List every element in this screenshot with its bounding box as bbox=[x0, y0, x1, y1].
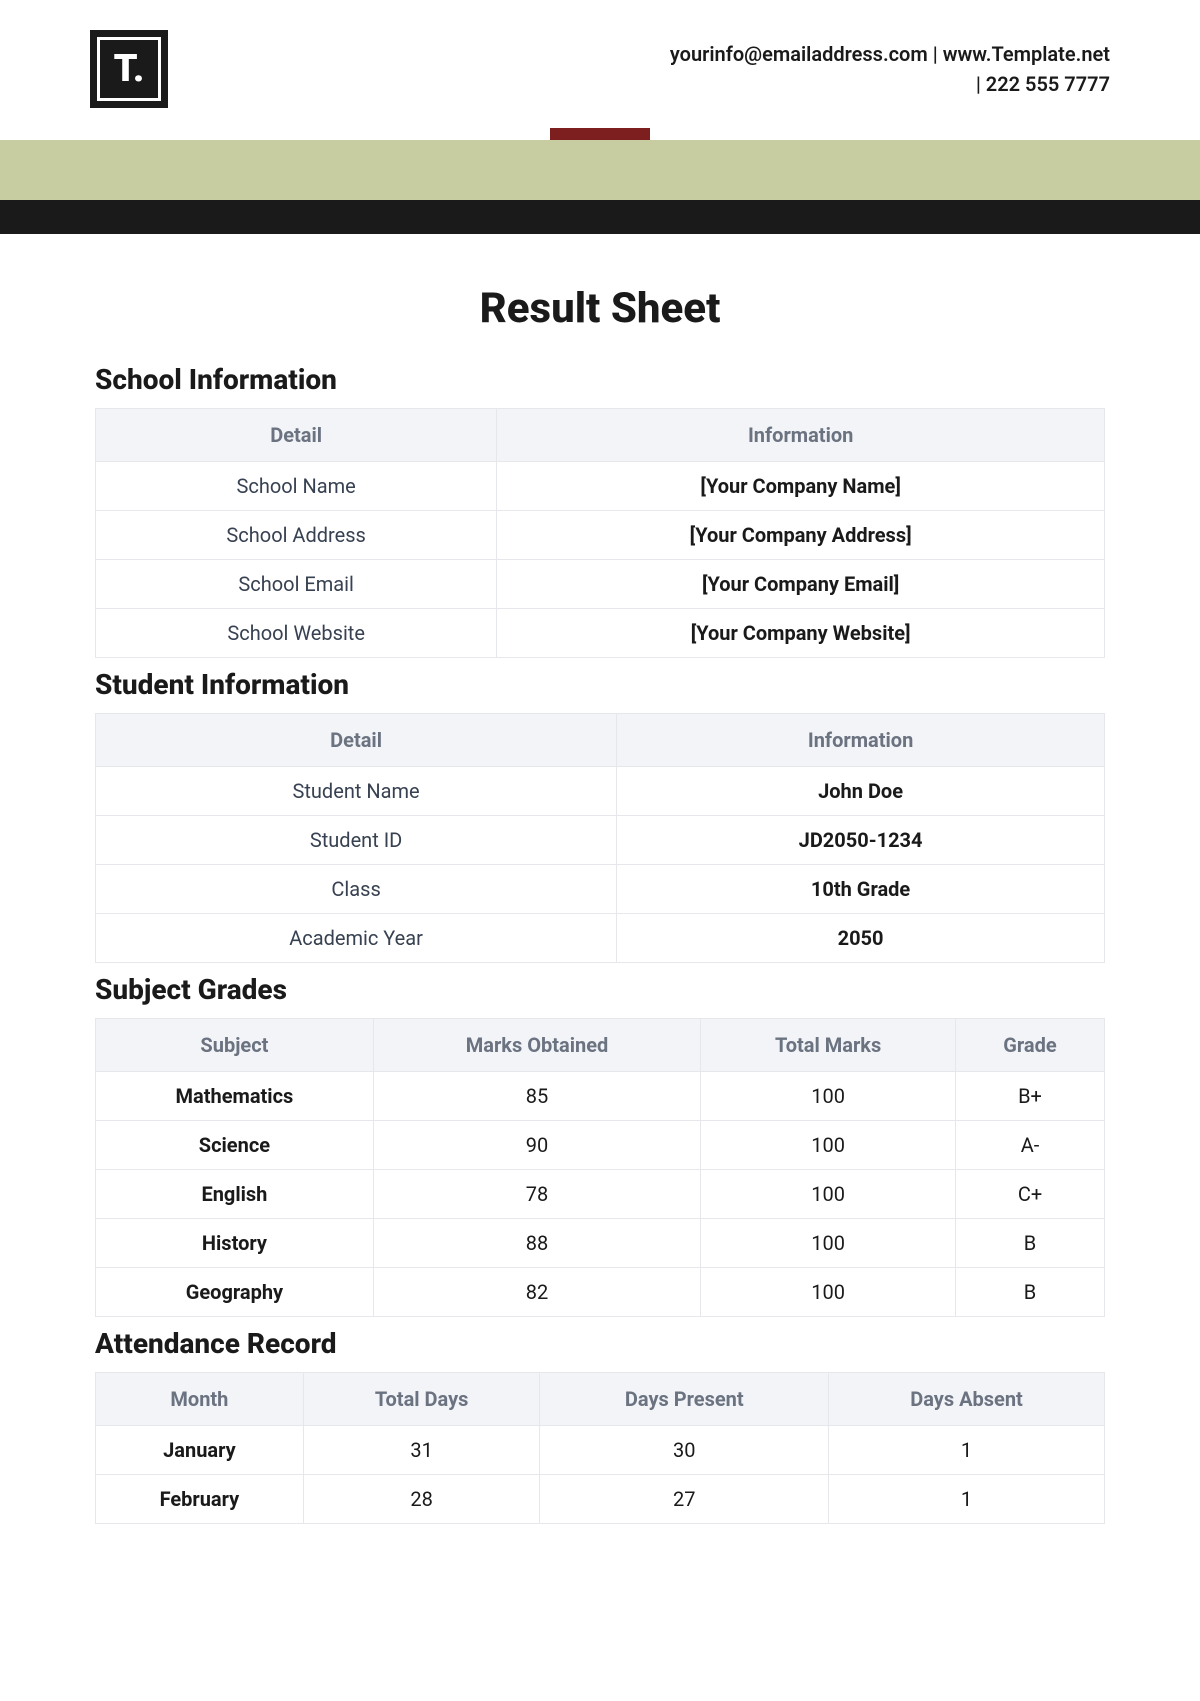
school-info-table: DetailInformation School Name[Your Compa… bbox=[95, 408, 1105, 658]
table-cell: School Email bbox=[96, 560, 497, 609]
table-cell: 10th Grade bbox=[617, 865, 1105, 914]
table-cell: Geography bbox=[96, 1268, 374, 1317]
logo: T. bbox=[90, 30, 168, 108]
contact-info: yourinfo@emailaddress.com | www.Template… bbox=[670, 39, 1110, 99]
table-header-cell: Month bbox=[96, 1373, 304, 1426]
table-cell: 82 bbox=[373, 1268, 700, 1317]
table-header-cell: Total Days bbox=[303, 1373, 540, 1426]
school-info-title: School Information bbox=[95, 363, 1105, 396]
table-row: Geography82100B bbox=[96, 1268, 1105, 1317]
table-cell: School Name bbox=[96, 462, 497, 511]
table-row: Student IDJD2050-1234 bbox=[96, 816, 1105, 865]
table-row: History88100B bbox=[96, 1219, 1105, 1268]
header: T. yourinfo@emailaddress.com | www.Templ… bbox=[0, 0, 1200, 128]
table-cell: 85 bbox=[373, 1072, 700, 1121]
table-cell: Student Name bbox=[96, 767, 617, 816]
attendance-title: Attendance Record bbox=[95, 1327, 1105, 1360]
table-cell: Science bbox=[96, 1121, 374, 1170]
table-header-cell: Days Present bbox=[540, 1373, 829, 1426]
table-cell: 1 bbox=[829, 1475, 1105, 1524]
table-row: School Name[Your Company Name] bbox=[96, 462, 1105, 511]
table-cell: B bbox=[956, 1219, 1105, 1268]
table-cell: [Your Company Website] bbox=[497, 609, 1105, 658]
attendance-table: MonthTotal DaysDays PresentDays Absent J… bbox=[95, 1372, 1105, 1524]
table-cell: 78 bbox=[373, 1170, 700, 1219]
table-cell: 1 bbox=[829, 1426, 1105, 1475]
table-cell: [Your Company Address] bbox=[497, 511, 1105, 560]
table-cell: 30 bbox=[540, 1426, 829, 1475]
grades-table: SubjectMarks ObtainedTotal MarksGrade Ma… bbox=[95, 1018, 1105, 1317]
table-cell: 100 bbox=[701, 1268, 956, 1317]
student-info-title: Student Information bbox=[95, 668, 1105, 701]
content-area: Result Sheet School Information DetailIn… bbox=[0, 234, 1200, 1524]
table-cell: 100 bbox=[701, 1219, 956, 1268]
table-cell: A- bbox=[956, 1121, 1105, 1170]
table-row: Student NameJohn Doe bbox=[96, 767, 1105, 816]
table-cell: B bbox=[956, 1268, 1105, 1317]
table-cell: 90 bbox=[373, 1121, 700, 1170]
table-cell: 27 bbox=[540, 1475, 829, 1524]
table-header-cell: Total Marks bbox=[701, 1019, 956, 1072]
red-accent-tab bbox=[550, 128, 650, 140]
table-cell: Class bbox=[96, 865, 617, 914]
table-header-cell: Detail bbox=[96, 714, 617, 767]
table-row: Mathematics85100B+ bbox=[96, 1072, 1105, 1121]
table-row: School Address[Your Company Address] bbox=[96, 511, 1105, 560]
table-cell: Mathematics bbox=[96, 1072, 374, 1121]
table-header-cell: Days Absent bbox=[829, 1373, 1105, 1426]
table-cell: History bbox=[96, 1219, 374, 1268]
table-header-cell: Marks Obtained bbox=[373, 1019, 700, 1072]
table-cell: English bbox=[96, 1170, 374, 1219]
table-cell: School Website bbox=[96, 609, 497, 658]
table-row: Academic Year2050 bbox=[96, 914, 1105, 963]
table-cell: 100 bbox=[701, 1072, 956, 1121]
table-cell: C+ bbox=[956, 1170, 1105, 1219]
table-cell: Academic Year bbox=[96, 914, 617, 963]
table-cell: 88 bbox=[373, 1219, 700, 1268]
table-cell: Student ID bbox=[96, 816, 617, 865]
table-cell: [Your Company Name] bbox=[497, 462, 1105, 511]
table-header-cell: Information bbox=[497, 409, 1105, 462]
page-title: Result Sheet bbox=[95, 284, 1105, 333]
table-row: English78100C+ bbox=[96, 1170, 1105, 1219]
table-cell: January bbox=[96, 1426, 304, 1475]
table-header-cell: Subject bbox=[96, 1019, 374, 1072]
table-cell: February bbox=[96, 1475, 304, 1524]
table-cell: John Doe bbox=[617, 767, 1105, 816]
table-cell: 2050 bbox=[617, 914, 1105, 963]
table-row: School Website[Your Company Website] bbox=[96, 609, 1105, 658]
table-cell: [Your Company Email] bbox=[497, 560, 1105, 609]
table-cell: B+ bbox=[956, 1072, 1105, 1121]
table-header-cell: Information bbox=[617, 714, 1105, 767]
table-cell: JD2050-1234 bbox=[617, 816, 1105, 865]
table-header-cell: Detail bbox=[96, 409, 497, 462]
black-banner bbox=[0, 200, 1200, 234]
table-row: Science90100A- bbox=[96, 1121, 1105, 1170]
table-cell: 28 bbox=[303, 1475, 540, 1524]
grades-title: Subject Grades bbox=[95, 973, 1105, 1006]
table-row: Class10th Grade bbox=[96, 865, 1105, 914]
student-info-table: DetailInformation Student NameJohn DoeSt… bbox=[95, 713, 1105, 963]
table-cell: 100 bbox=[701, 1170, 956, 1219]
table-row: January31301 bbox=[96, 1426, 1105, 1475]
table-header-cell: Grade bbox=[956, 1019, 1105, 1072]
olive-banner bbox=[0, 140, 1200, 200]
logo-text: T. bbox=[97, 37, 161, 101]
table-row: February28271 bbox=[96, 1475, 1105, 1524]
table-cell: 100 bbox=[701, 1121, 956, 1170]
table-cell: 31 bbox=[303, 1426, 540, 1475]
table-cell: School Address bbox=[96, 511, 497, 560]
contact-line-2: | 222 555 7777 bbox=[670, 69, 1110, 99]
contact-line-1: yourinfo@emailaddress.com | www.Template… bbox=[670, 39, 1110, 69]
table-row: School Email[Your Company Email] bbox=[96, 560, 1105, 609]
